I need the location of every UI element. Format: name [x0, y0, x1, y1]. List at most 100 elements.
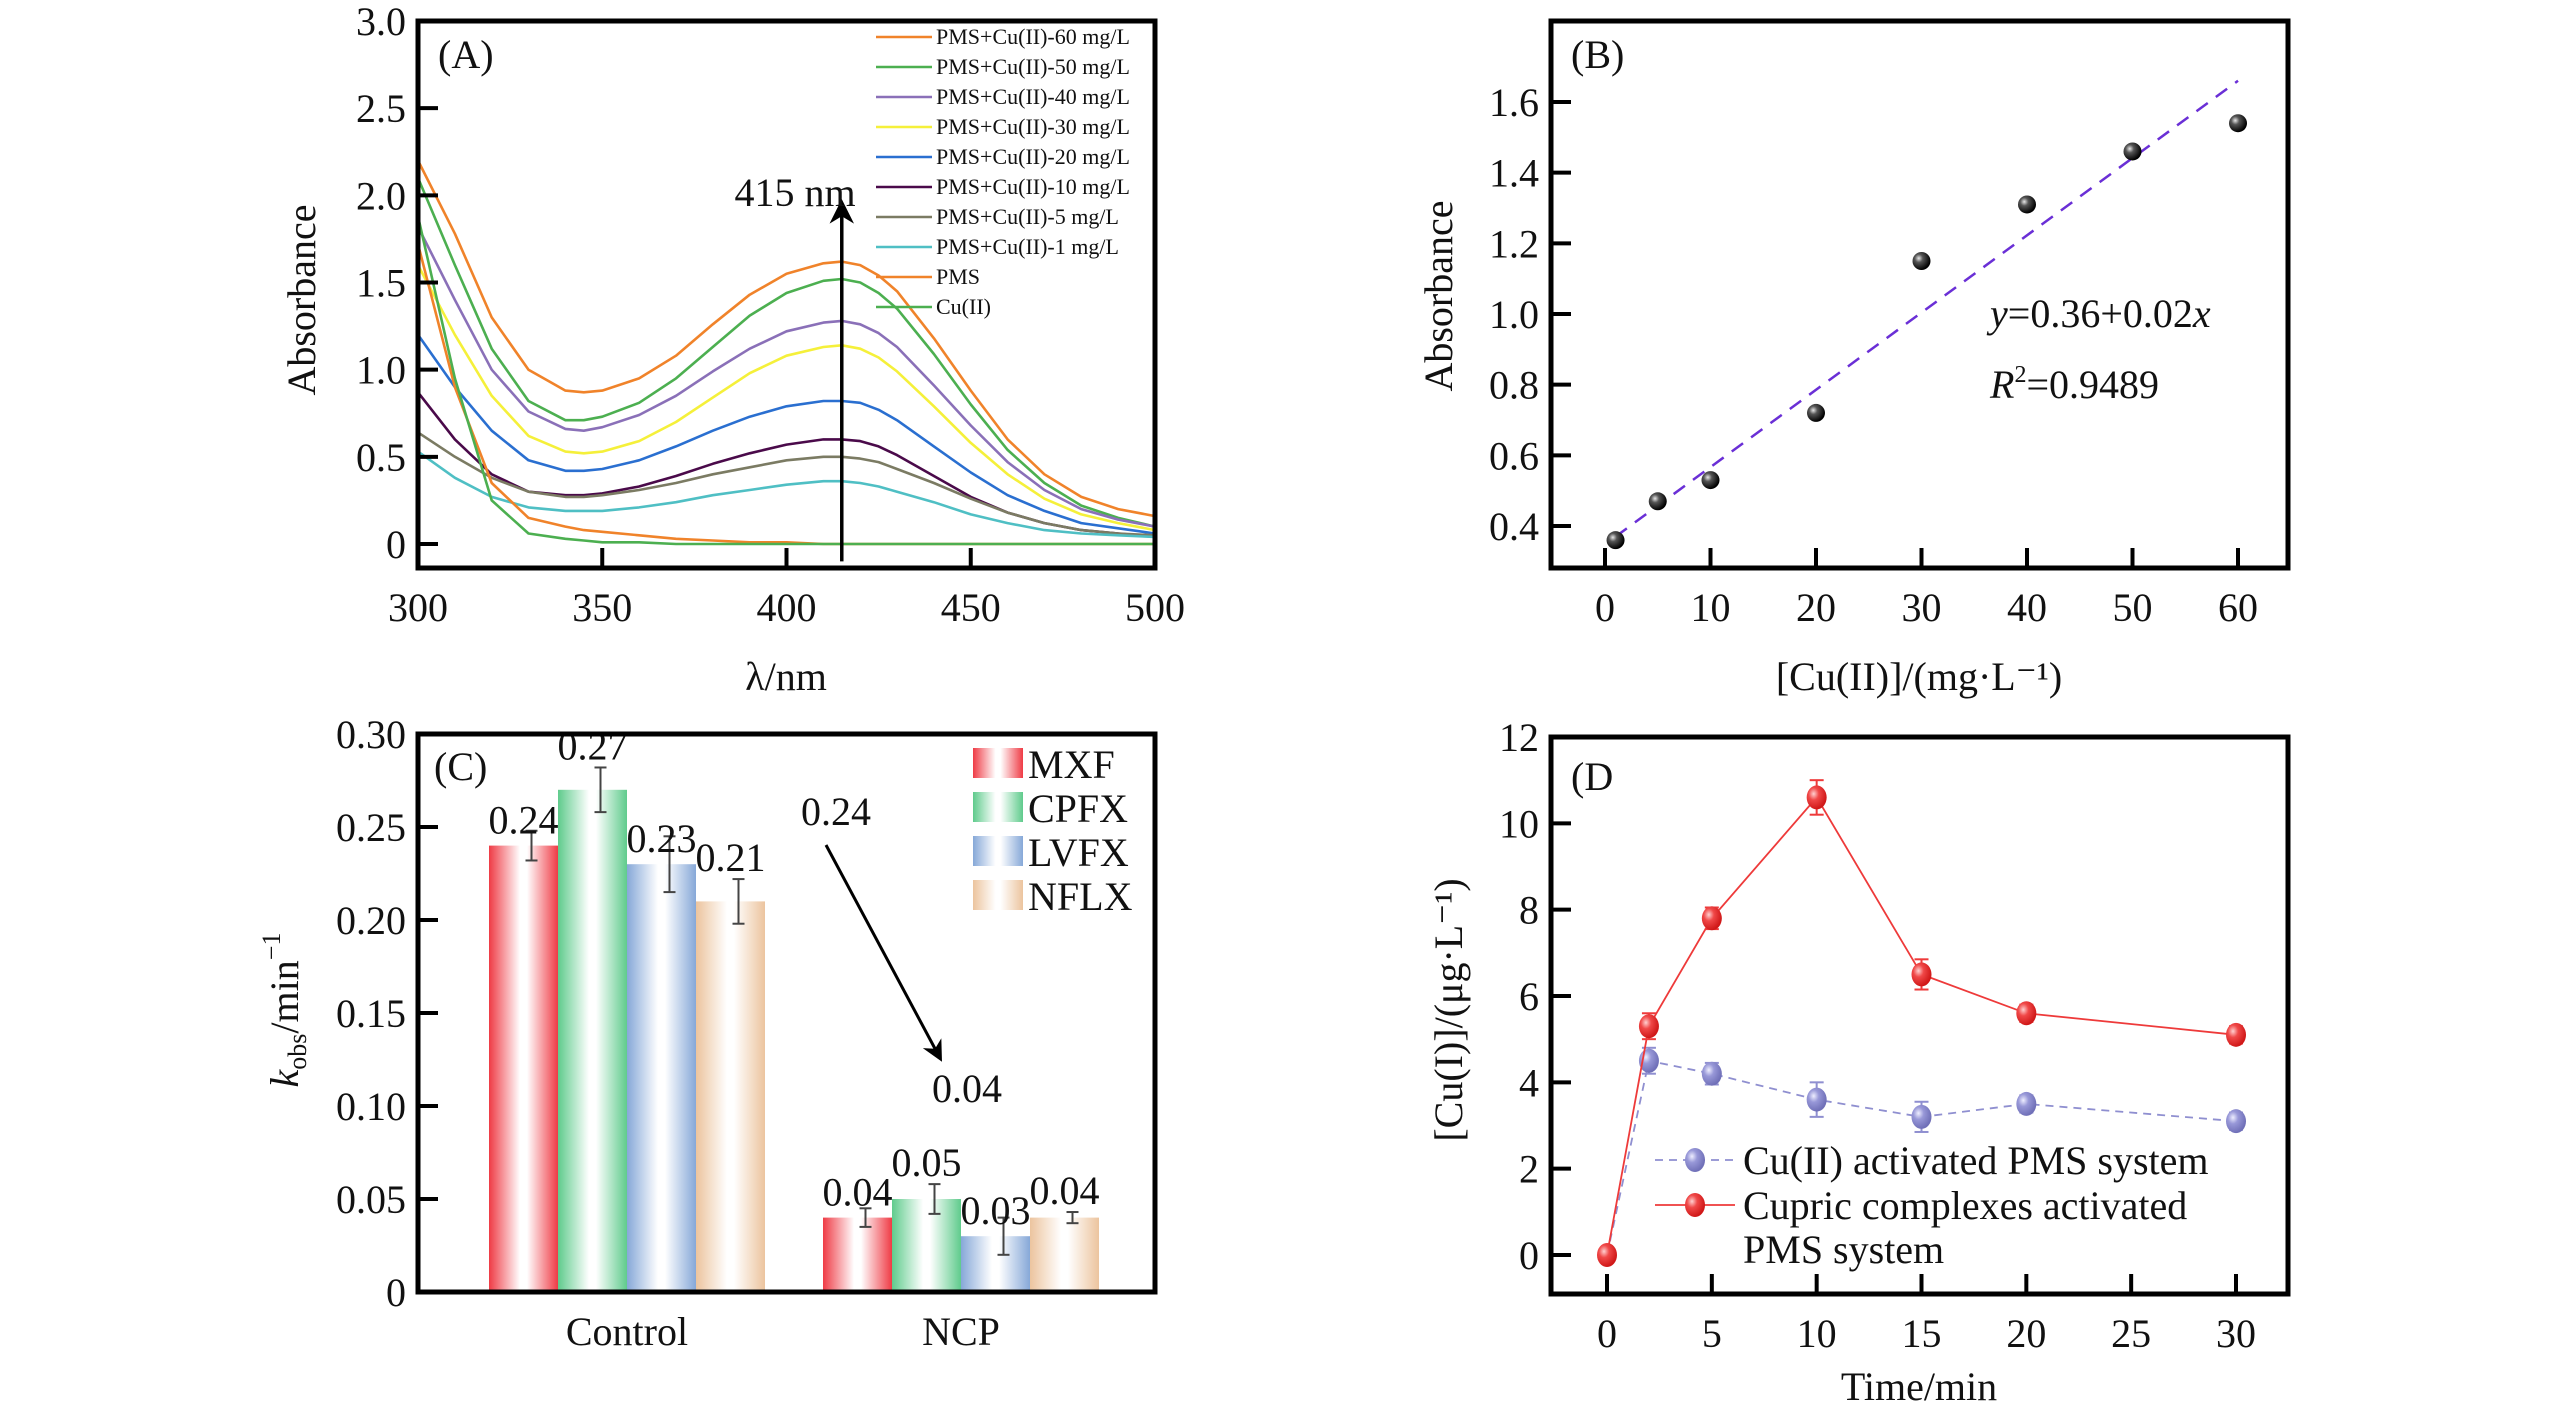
x-tick-label: 500: [1125, 585, 1185, 630]
panel-d-x-axis-title: Time/min: [1841, 1364, 1997, 1409]
data-point: [1701, 471, 1720, 490]
data-point: [1606, 531, 1625, 550]
panel-d-label: (D: [1571, 754, 1613, 799]
legend-swatch: [973, 880, 1023, 910]
panel-a-peak-annotation: 415 nm: [734, 170, 855, 215]
y-tick-label: 0.8: [1489, 363, 1539, 408]
y-tick-label: 0.15: [336, 991, 406, 1036]
panel-b-fit-equation: y=0.36+0.02x: [1986, 291, 2211, 336]
x-tick-label: 50: [2113, 585, 2153, 630]
data-point: [1701, 1061, 1722, 1086]
y-tick-label: 0.20: [336, 898, 406, 943]
panel-b-y-axis-title: Absorbance: [1416, 200, 1461, 391]
data-point: [2229, 114, 2247, 133]
data-point: [2123, 142, 2142, 161]
legend-entry: PMS+Cu(II)-50 mg/L: [936, 54, 1130, 79]
x-tick-label: 400: [757, 585, 817, 630]
spectrum-line-2: [416, 226, 1156, 528]
y-tick-label: 6: [1519, 974, 1539, 1019]
equation-y: y: [1986, 291, 2008, 336]
y-tick-label: 4: [1519, 1060, 1539, 1105]
y-tick-label: 2: [1519, 1147, 1539, 1192]
panel-d: 0 2 4 6 8 10 12 0 5 10 15 20 25 30 Cu(II) activated PM…: [1426, 715, 2291, 1409]
panel-b: 0.4 0.6 0.8 1.0 1.2 1.4 1.6 0 10 20 30 40 50 60 (B) […: [1416, 18, 2291, 699]
panel-b-plot-area: 0.4 0.6 0.8 1.0 1.2 1.4 1.6 0 10 20 30 40 50 60: [1489, 18, 2291, 630]
y-tick-label: 0.6: [1489, 433, 1539, 478]
x-tick-label: 60: [2218, 585, 2258, 630]
bar-cpfx: [892, 1199, 961, 1292]
bar-value-label: 0.04: [823, 1170, 893, 1215]
data-point: [1701, 906, 1722, 931]
y-tick-label: 1.2: [1489, 221, 1539, 266]
panel-a-plot-area: 0 0.5 1.0 1.5 2.0 2.5 3.0 300 350 400 450 500 PMS+Cu…: [356, 0, 1185, 630]
bar-value-label: 0.27: [558, 723, 628, 768]
y-title-sup: −1: [257, 933, 286, 961]
panel-b-label: (B): [1571, 32, 1624, 77]
bar-cpfx: [558, 789, 627, 1292]
panel-a-y-axis-title: Absorbance: [279, 204, 324, 395]
panel-a: 0 0.5 1.0 1.5 2.0 2.5 3.0 300 350 400 450 500 PMS+Cu…: [279, 0, 1185, 699]
spectrum-line-7: [417, 450, 1156, 539]
r2-superscript: 2: [2014, 362, 2026, 388]
data-point: [1597, 1243, 1617, 1267]
legend-entry: NFLX: [1028, 874, 1133, 919]
legend-entry: PMS+Cu(II)-5 mg/L: [936, 204, 1119, 229]
legend-entry: PMS: [936, 264, 980, 289]
bar-mxf: [489, 845, 558, 1292]
fit-line: [1614, 79, 2239, 538]
spectrum-line-4: [416, 334, 1156, 535]
bar-value-label: 0.24: [489, 798, 559, 843]
legend-swatch: [973, 792, 1023, 822]
bar-value-label: 0.21: [696, 835, 766, 880]
y-tick-label: 0.4: [1489, 504, 1539, 549]
panel-c-decrease-arrow: [824, 844, 942, 1062]
data-point: [2016, 1001, 2037, 1026]
spectrum-line-1: [416, 177, 1156, 528]
panel-c-label: (C): [434, 744, 487, 789]
data-point: [1648, 492, 1667, 511]
data-point: [1806, 1087, 1827, 1112]
data-point: [1912, 252, 1931, 270]
legend-entry: PMS+Cu(II)-10 mg/L: [936, 174, 1130, 199]
x-tick-label: 0: [1595, 585, 1615, 630]
spectrum-line-5: [416, 391, 1156, 539]
y-tick-label: 1.5: [356, 261, 406, 306]
x-tick-label: 5: [1702, 1311, 1722, 1356]
legend-swatch: [973, 748, 1023, 778]
equation-body: =0.36+0.02: [2008, 291, 2193, 336]
y-tick-label: 0: [386, 1270, 406, 1315]
bar-value-label: 0.23: [627, 816, 697, 861]
y-title-sub: obs: [283, 1034, 312, 1070]
r2-R: R: [1989, 362, 2014, 407]
y-title-rest: /min: [262, 960, 307, 1033]
legend-entry: Cu(II): [936, 294, 991, 319]
spectrum-line-0: [416, 159, 1156, 518]
legend-entry: PMS+Cu(II)-40 mg/L: [936, 84, 1130, 109]
legend-entry: Cu(II) activated PMS system: [1743, 1138, 2209, 1183]
y-tick-label: 1.4: [1489, 151, 1539, 196]
panel-d-y-axis-title: [Cu(I)]/(μg·L⁻¹): [1426, 878, 1471, 1141]
x-tick-label: 450: [941, 585, 1001, 630]
spectrum-line-3: [416, 264, 1156, 532]
r2-value: =0.9489: [2026, 362, 2159, 407]
y-tick-label: 1.0: [356, 348, 406, 393]
y-tick-label: 1.6: [1489, 80, 1539, 125]
bar-lvfx: [627, 864, 696, 1292]
legend-entry: PMS+Cu(II)-60 mg/L: [936, 24, 1130, 49]
x-tick-label: 10: [1797, 1311, 1837, 1356]
panel-c-arrow-from-label: 0.24: [801, 789, 871, 834]
y-tick-label: 2.5: [356, 86, 406, 131]
legend-swatch-marker: [1685, 1193, 1705, 1217]
data-point: [1911, 962, 1932, 987]
panel-a-label: (A): [438, 32, 494, 77]
data-point: [2018, 195, 2036, 214]
legend-entry: PMS system: [1743, 1227, 1944, 1272]
panel-b-r-squared: R2=0.9489: [1989, 362, 2159, 407]
x-tick-label: 10: [1691, 585, 1731, 630]
bar-value-label: 0.04: [1030, 1168, 1100, 1213]
panel-b-x-axis-title: [Cu(II)]/(mg·L⁻¹): [1776, 654, 2062, 699]
y-title-k: k: [262, 1068, 307, 1087]
bar-nflx: [1030, 1217, 1099, 1292]
